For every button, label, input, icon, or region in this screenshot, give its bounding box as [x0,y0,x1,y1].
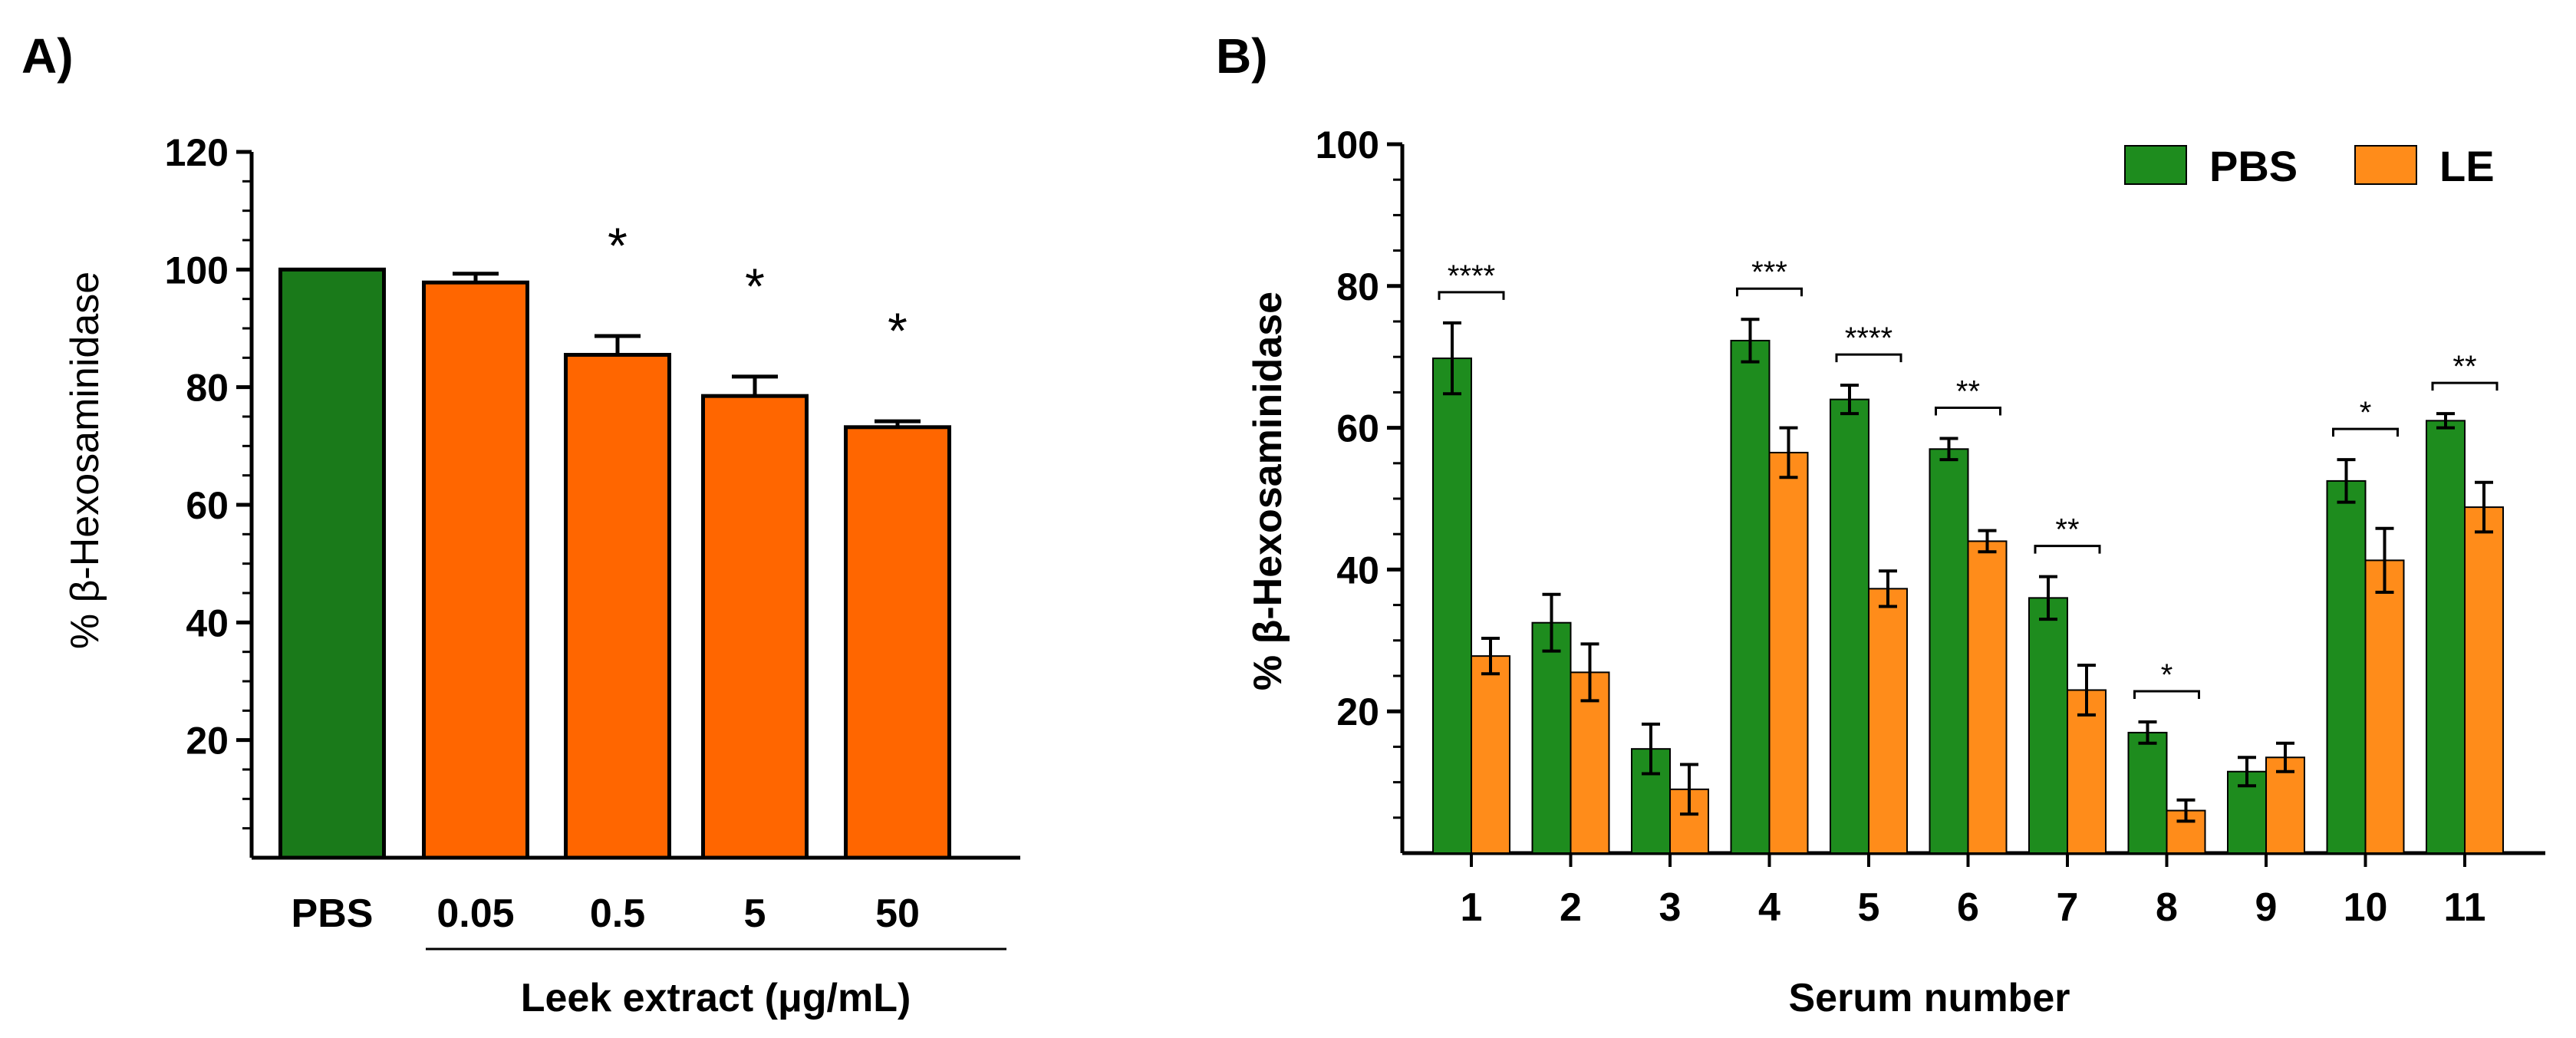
panel-b-significance-label: ** [2452,350,2476,384]
panel-b-bar-le [2067,689,2107,854]
panel-a-bar [278,267,386,860]
panel-a-y-tick-label: 80 [186,367,229,410]
panel-b-significance-bracket [1835,353,1902,363]
panel-a-x-axis-label: Leek extract (μg/mL) [521,976,911,1020]
panel-b-significance-label: * [2360,396,2372,430]
panel-b-x-tick-label: 10 [2344,885,2388,930]
panel-a-significance-star: * [745,258,765,315]
panel-a-bar [422,280,529,860]
panel-a-y-tick-label: 60 [186,484,229,527]
panel-b-bar-le [1868,588,1908,855]
panel-a-y-tick-label: 20 [186,720,229,763]
panel-b-bar-pbs [1531,621,1572,854]
panel-b-bar-le [2364,559,2405,854]
panel-b-y-tick-label: 100 [1316,124,1379,166]
panel-b-x-axis-label: Serum number [1789,976,2070,1020]
panel-b-y-tick-label: 80 [1336,265,1379,308]
panel-a-x-tick-label: 0.05 [436,891,514,936]
panel-b-significance-bracket [1438,291,1505,300]
panel-a-bars: * * * [278,217,951,860]
panel-b-bar-pbs [1730,339,1771,854]
panel-a-y-axis-label: % β-Hexosaminidase [63,272,107,649]
panel-a: A) 20 40 60 80 100 120 * * * PBS 0.05 0.5 5 50 Leek… [21,28,1020,1020]
panel-b-x-tick-label: 2 [1560,885,1582,930]
panel-b-x-tick-label: 4 [1758,885,1780,930]
panel-a-y-label-prefix: % [63,602,107,649]
panel-b-legend: PBS LE [2124,142,2495,190]
panel-b-bar-le [1768,451,1809,854]
panel-b-bar-pbs [1830,398,1869,854]
panel-a-bar [844,425,951,860]
panel-b-x-tick-label: 3 [1659,885,1682,930]
panel-b-significance-label: **** [1448,259,1495,293]
panel-b-x-tick-label: 7 [2057,885,2079,930]
panel-a-y-tick-label: 100 [165,249,229,292]
panel-a-x-tick-label: 5 [744,891,766,936]
panel-b-significance-bracket [1935,406,2001,416]
panel-b-bar-pbs [2326,479,2367,855]
panel-b-label: B) [1216,28,1268,84]
panel-a-x-tick-label: PBS [292,891,374,936]
panel-b-bar-le [1471,655,1510,854]
panel-b-bar-pbs [2127,731,2168,854]
panel-b-y-tick-label: 60 [1336,407,1379,450]
panel-b-x-tick-label: 11 [2444,885,2486,930]
panel-a-x-tick-label: 50 [875,891,920,936]
panel-a-x-ticks: PBS 0.05 0.5 5 50 [292,891,920,936]
panel-b-significance-label: **** [1845,321,1892,355]
legend-label-pbs: PBS [2209,142,2298,190]
panel-a-y-label-beta: β [63,580,107,603]
panel-a-significance-star: * [888,302,908,359]
panel-a-bar [701,394,809,860]
panel-b-bar-le [1967,540,2008,854]
panel-a-label: A) [21,28,74,84]
panel-b-bar-pbs [2028,597,2068,854]
panel-a-significance-star: * [608,217,628,274]
panel-b-significance-label: *** [1751,255,1787,289]
panel-b-bar-le [2464,506,2504,854]
panel-b-x-tick-label: 9 [2255,885,2278,930]
panel-b-y-axis-label: % β-Hexosaminidase [1246,292,1290,690]
panel-b-x-tick-label: 6 [1957,885,1979,930]
panel-b-bar-pbs [1432,358,1472,855]
panel-b-x-tick-label: 1 [1461,885,1483,930]
panel-b-bar-pbs [1929,448,1969,854]
panel-b-bars: **** *************** [1432,255,2504,855]
panel-b-significance-label: ** [1956,374,1980,408]
legend-label-le: LE [2439,142,2495,190]
panel-a-bar [564,353,671,860]
panel-b-x-tick-label: 8 [2156,885,2178,930]
panel-b-significance-bracket [2431,381,2499,391]
panel-b-x-ticks: 1 2 3 4 5 6 7 8 9 10 11 [1461,853,2486,930]
panel-a-y-label-suffix: -Hexosaminidase [63,272,107,580]
panel-a-y-tick-label: 120 [165,131,229,174]
panel-b-significance-label: * [2161,658,2173,692]
legend-swatch-le [2354,145,2417,185]
panel-b-y-tick-label: 20 [1336,690,1379,733]
panel-b-significance-label: ** [2055,513,2079,547]
legend-swatch-pbs [2124,145,2187,185]
panel-b-x-tick-label: 5 [1858,885,1880,930]
panel-b-bar-pbs [2426,420,2466,854]
panel-b-y-tick-label: 40 [1336,549,1379,591]
panel-b-significance-bracket [2133,690,2200,700]
panel-a-x-tick-label: 0.5 [590,891,645,936]
panel-b-significance-bracket [1736,287,1803,297]
panel-a-y-tick-label: 40 [186,601,229,644]
panel-b-significance-bracket [2034,545,2101,554]
panel-b-significance-bracket [2332,427,2399,437]
